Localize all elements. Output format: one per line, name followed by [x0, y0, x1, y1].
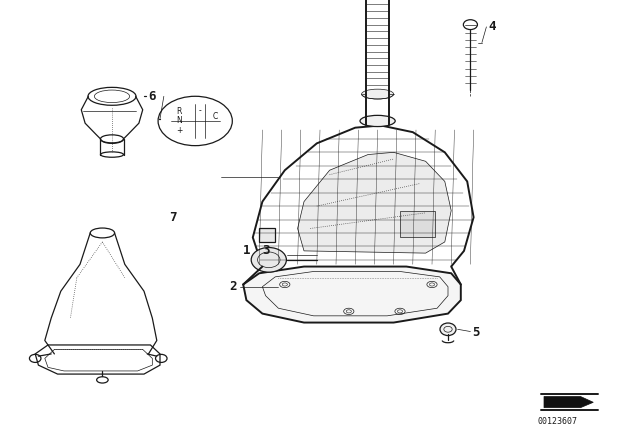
Text: 00123607: 00123607 — [538, 417, 578, 426]
Ellipse shape — [360, 116, 396, 127]
Text: 6: 6 — [148, 90, 156, 103]
Text: 5: 5 — [472, 326, 480, 339]
Text: +: + — [176, 126, 182, 135]
Text: 7: 7 — [170, 211, 177, 224]
Text: 3: 3 — [262, 244, 270, 258]
FancyBboxPatch shape — [259, 228, 275, 242]
FancyBboxPatch shape — [400, 211, 435, 237]
Polygon shape — [298, 152, 451, 253]
Text: 4: 4 — [488, 20, 496, 34]
Ellipse shape — [362, 89, 394, 99]
Text: C: C — [213, 112, 218, 121]
Text: N: N — [177, 116, 182, 125]
Text: 2: 2 — [229, 280, 237, 293]
Text: R: R — [177, 107, 182, 116]
Ellipse shape — [440, 323, 456, 336]
Polygon shape — [243, 267, 461, 323]
Polygon shape — [544, 396, 593, 408]
Text: 1: 1 — [243, 244, 251, 258]
Ellipse shape — [251, 247, 287, 272]
Text: -: - — [199, 107, 202, 116]
